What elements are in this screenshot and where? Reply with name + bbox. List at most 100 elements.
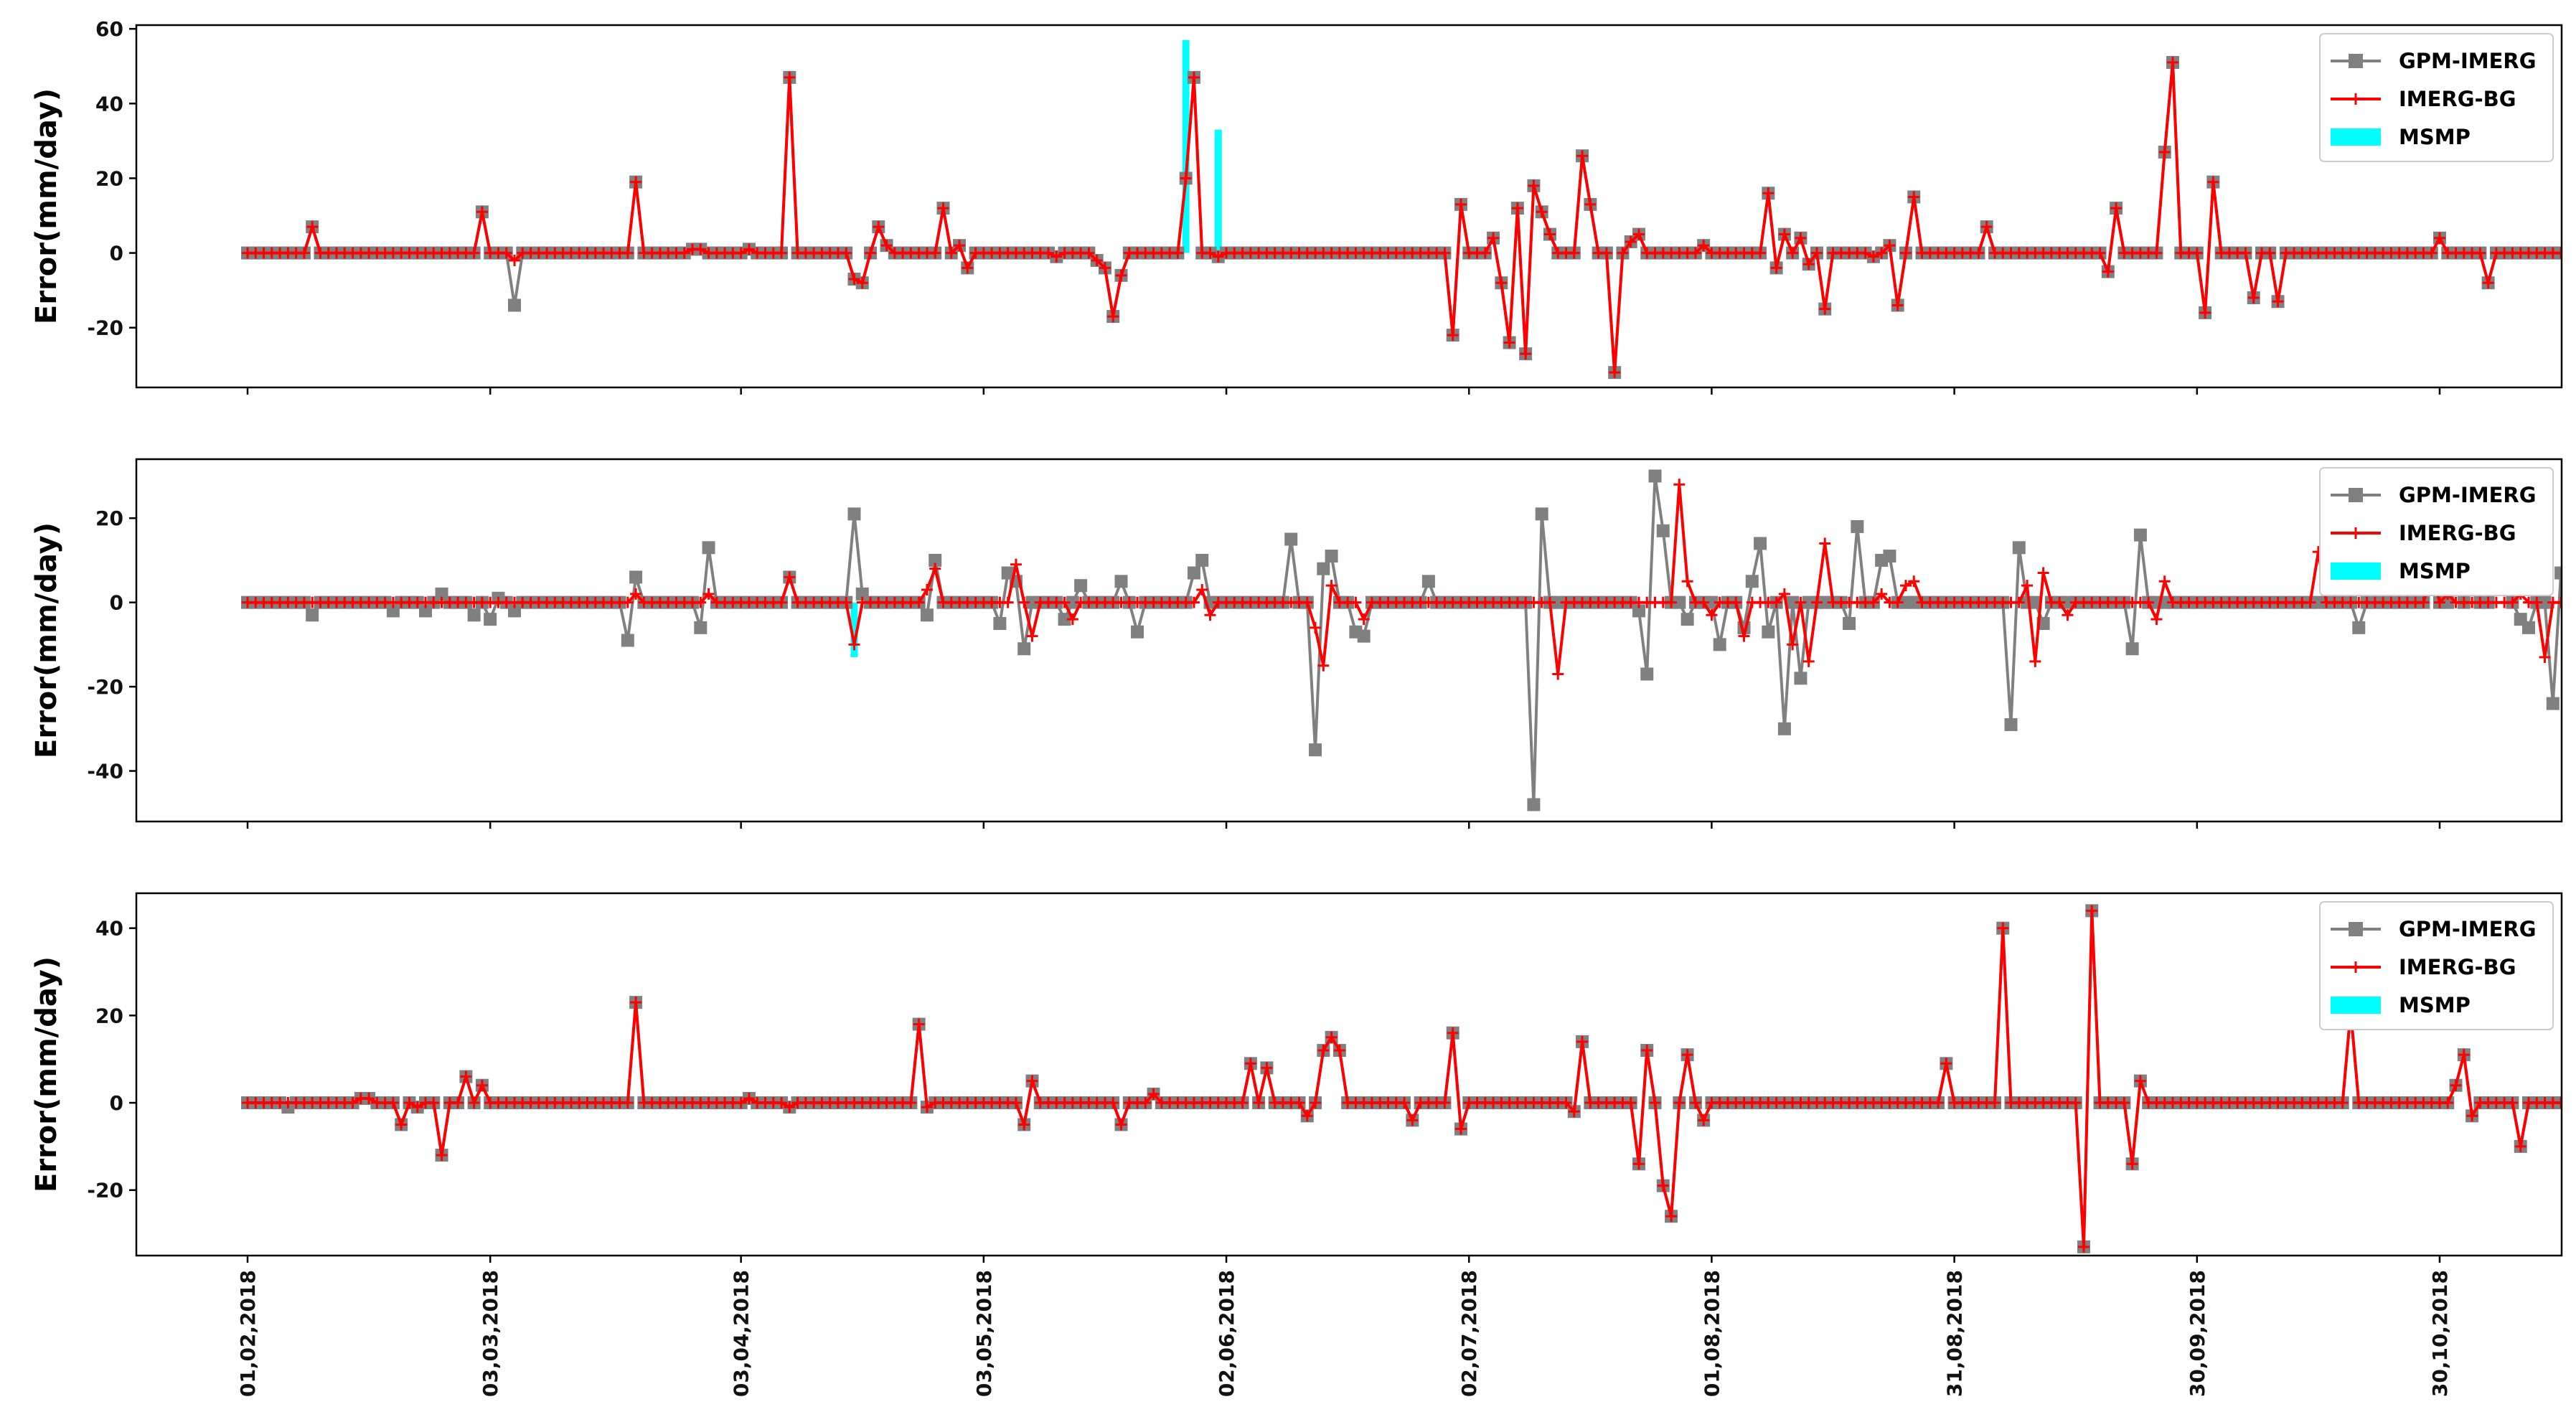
plus-marker (1310, 621, 1322, 634)
plus-marker (1091, 254, 1103, 266)
plus-marker (1018, 596, 1030, 608)
plus-marker (913, 596, 925, 608)
plus-marker (621, 596, 634, 608)
axes-frame (135, 24, 2563, 389)
square-marker (1058, 613, 1071, 626)
plus-marker (509, 254, 521, 266)
plus-marker (468, 247, 480, 259)
plus-marker (1988, 1097, 2001, 1109)
plus-marker (880, 240, 893, 252)
plus-marker (1301, 1110, 1313, 1122)
plus-marker (2417, 596, 2430, 608)
plus-marker (2482, 277, 2494, 289)
plus-marker (1447, 1027, 1459, 1039)
chart-panel-3: -20 0 20 40 Error(mm/day) 01,02,2018 03,03,201… (30, 892, 2563, 1397)
plus-marker (1333, 1045, 1345, 1057)
plus-marker (1932, 1097, 1945, 1109)
x-tick-label: 30,09,2018 (2186, 1270, 2209, 1397)
plus-marker (1884, 240, 1896, 252)
square-marker (1794, 672, 1808, 685)
plus-marker (411, 1101, 423, 1114)
plus-marker (2336, 1097, 2349, 1109)
x-tick-label: 02,07,2018 (1457, 1270, 1481, 1397)
plus-marker (1495, 277, 1508, 289)
plus-marker (1447, 329, 1459, 342)
plus-marker (1568, 247, 1580, 259)
plus-marker (1066, 613, 1078, 626)
plus-marker (2069, 1097, 2082, 1109)
plus-marker (1552, 668, 1564, 680)
square-marker (1851, 519, 1864, 533)
plus-marker (873, 221, 885, 233)
plus-marker (1940, 1058, 1952, 1070)
plus-marker (784, 1101, 796, 1114)
square-marker (1680, 613, 1694, 626)
square-marker (2012, 541, 2026, 555)
series-imerg-bg (242, 479, 2562, 680)
plus-marker (1770, 596, 1782, 608)
square-marker (2538, 595, 2552, 609)
plus-marker (630, 176, 642, 188)
plus-marker (1350, 596, 1362, 608)
plus-marker (1010, 558, 1022, 570)
square-marker (629, 570, 643, 584)
legend-label: IMERG-BG (2399, 955, 2516, 979)
plus-marker (1325, 1031, 1338, 1043)
plus-marker (1172, 247, 1184, 259)
plus-marker (1520, 348, 1532, 360)
y-tick-label: 40 (95, 92, 123, 116)
square-marker (2004, 717, 2018, 731)
plus-marker (2199, 306, 2211, 319)
plus-marker (743, 1092, 755, 1104)
legend-swatch-msmp (2331, 562, 2381, 580)
square-marker (1527, 798, 1541, 811)
plus-marker (776, 1097, 788, 1109)
plus-marker (621, 1097, 634, 1109)
plus-marker (2539, 651, 2551, 663)
x-tick-label: 31,08,2018 (1943, 1270, 1967, 1397)
plus-marker (2442, 1097, 2454, 1109)
plus-marker (1026, 630, 1038, 642)
axes-frame (135, 458, 2563, 823)
plus-marker (856, 277, 868, 289)
square-marker (920, 608, 934, 622)
plus-marker (2514, 1140, 2526, 1152)
plus-marker (1609, 367, 1621, 379)
plus-marker (1681, 1049, 1693, 1061)
series-imerg-bg (242, 905, 2562, 1253)
plus-marker (1665, 1210, 1678, 1223)
plus-marker (1317, 659, 1330, 672)
plus-marker (945, 247, 957, 259)
legend-square-marker (2349, 488, 2363, 502)
plus-marker (1439, 247, 1451, 259)
square-marker (2554, 566, 2562, 580)
plus-marker (1689, 1097, 1701, 1109)
square-marker (1535, 507, 1548, 521)
plus-marker (913, 1018, 925, 1030)
plus-marker (2134, 1075, 2146, 1087)
plus-marker (1107, 311, 1119, 323)
plus-marker (2037, 567, 2049, 579)
square-marker (1131, 625, 1144, 639)
plus-marker (1698, 596, 1710, 608)
legend: GPM-IMERG IMERG-BG MSMP (2319, 901, 2554, 1030)
plus-marker (1560, 1097, 1572, 1109)
plus-marker (476, 206, 488, 218)
legend-label: GPM-IMERG (2399, 483, 2537, 507)
plus-marker (1810, 247, 1823, 259)
plus-marker (1325, 580, 1338, 592)
plus-marker (1810, 596, 1823, 608)
plus-marker (2425, 247, 2438, 259)
legend-label: MSMP (2399, 993, 2471, 1017)
square-marker (1074, 579, 1088, 593)
plus-marker (1891, 299, 1904, 311)
plus-marker (476, 1079, 488, 1091)
plus-marker (1802, 655, 1815, 667)
plus-marker (1115, 269, 1127, 281)
plus-marker (848, 639, 860, 651)
square-marker (1656, 524, 1670, 537)
y-tick-label: -20 (87, 1179, 123, 1202)
plus-marker (2013, 596, 2025, 608)
plus-marker (2531, 596, 2543, 608)
plus-marker (1787, 639, 1799, 651)
